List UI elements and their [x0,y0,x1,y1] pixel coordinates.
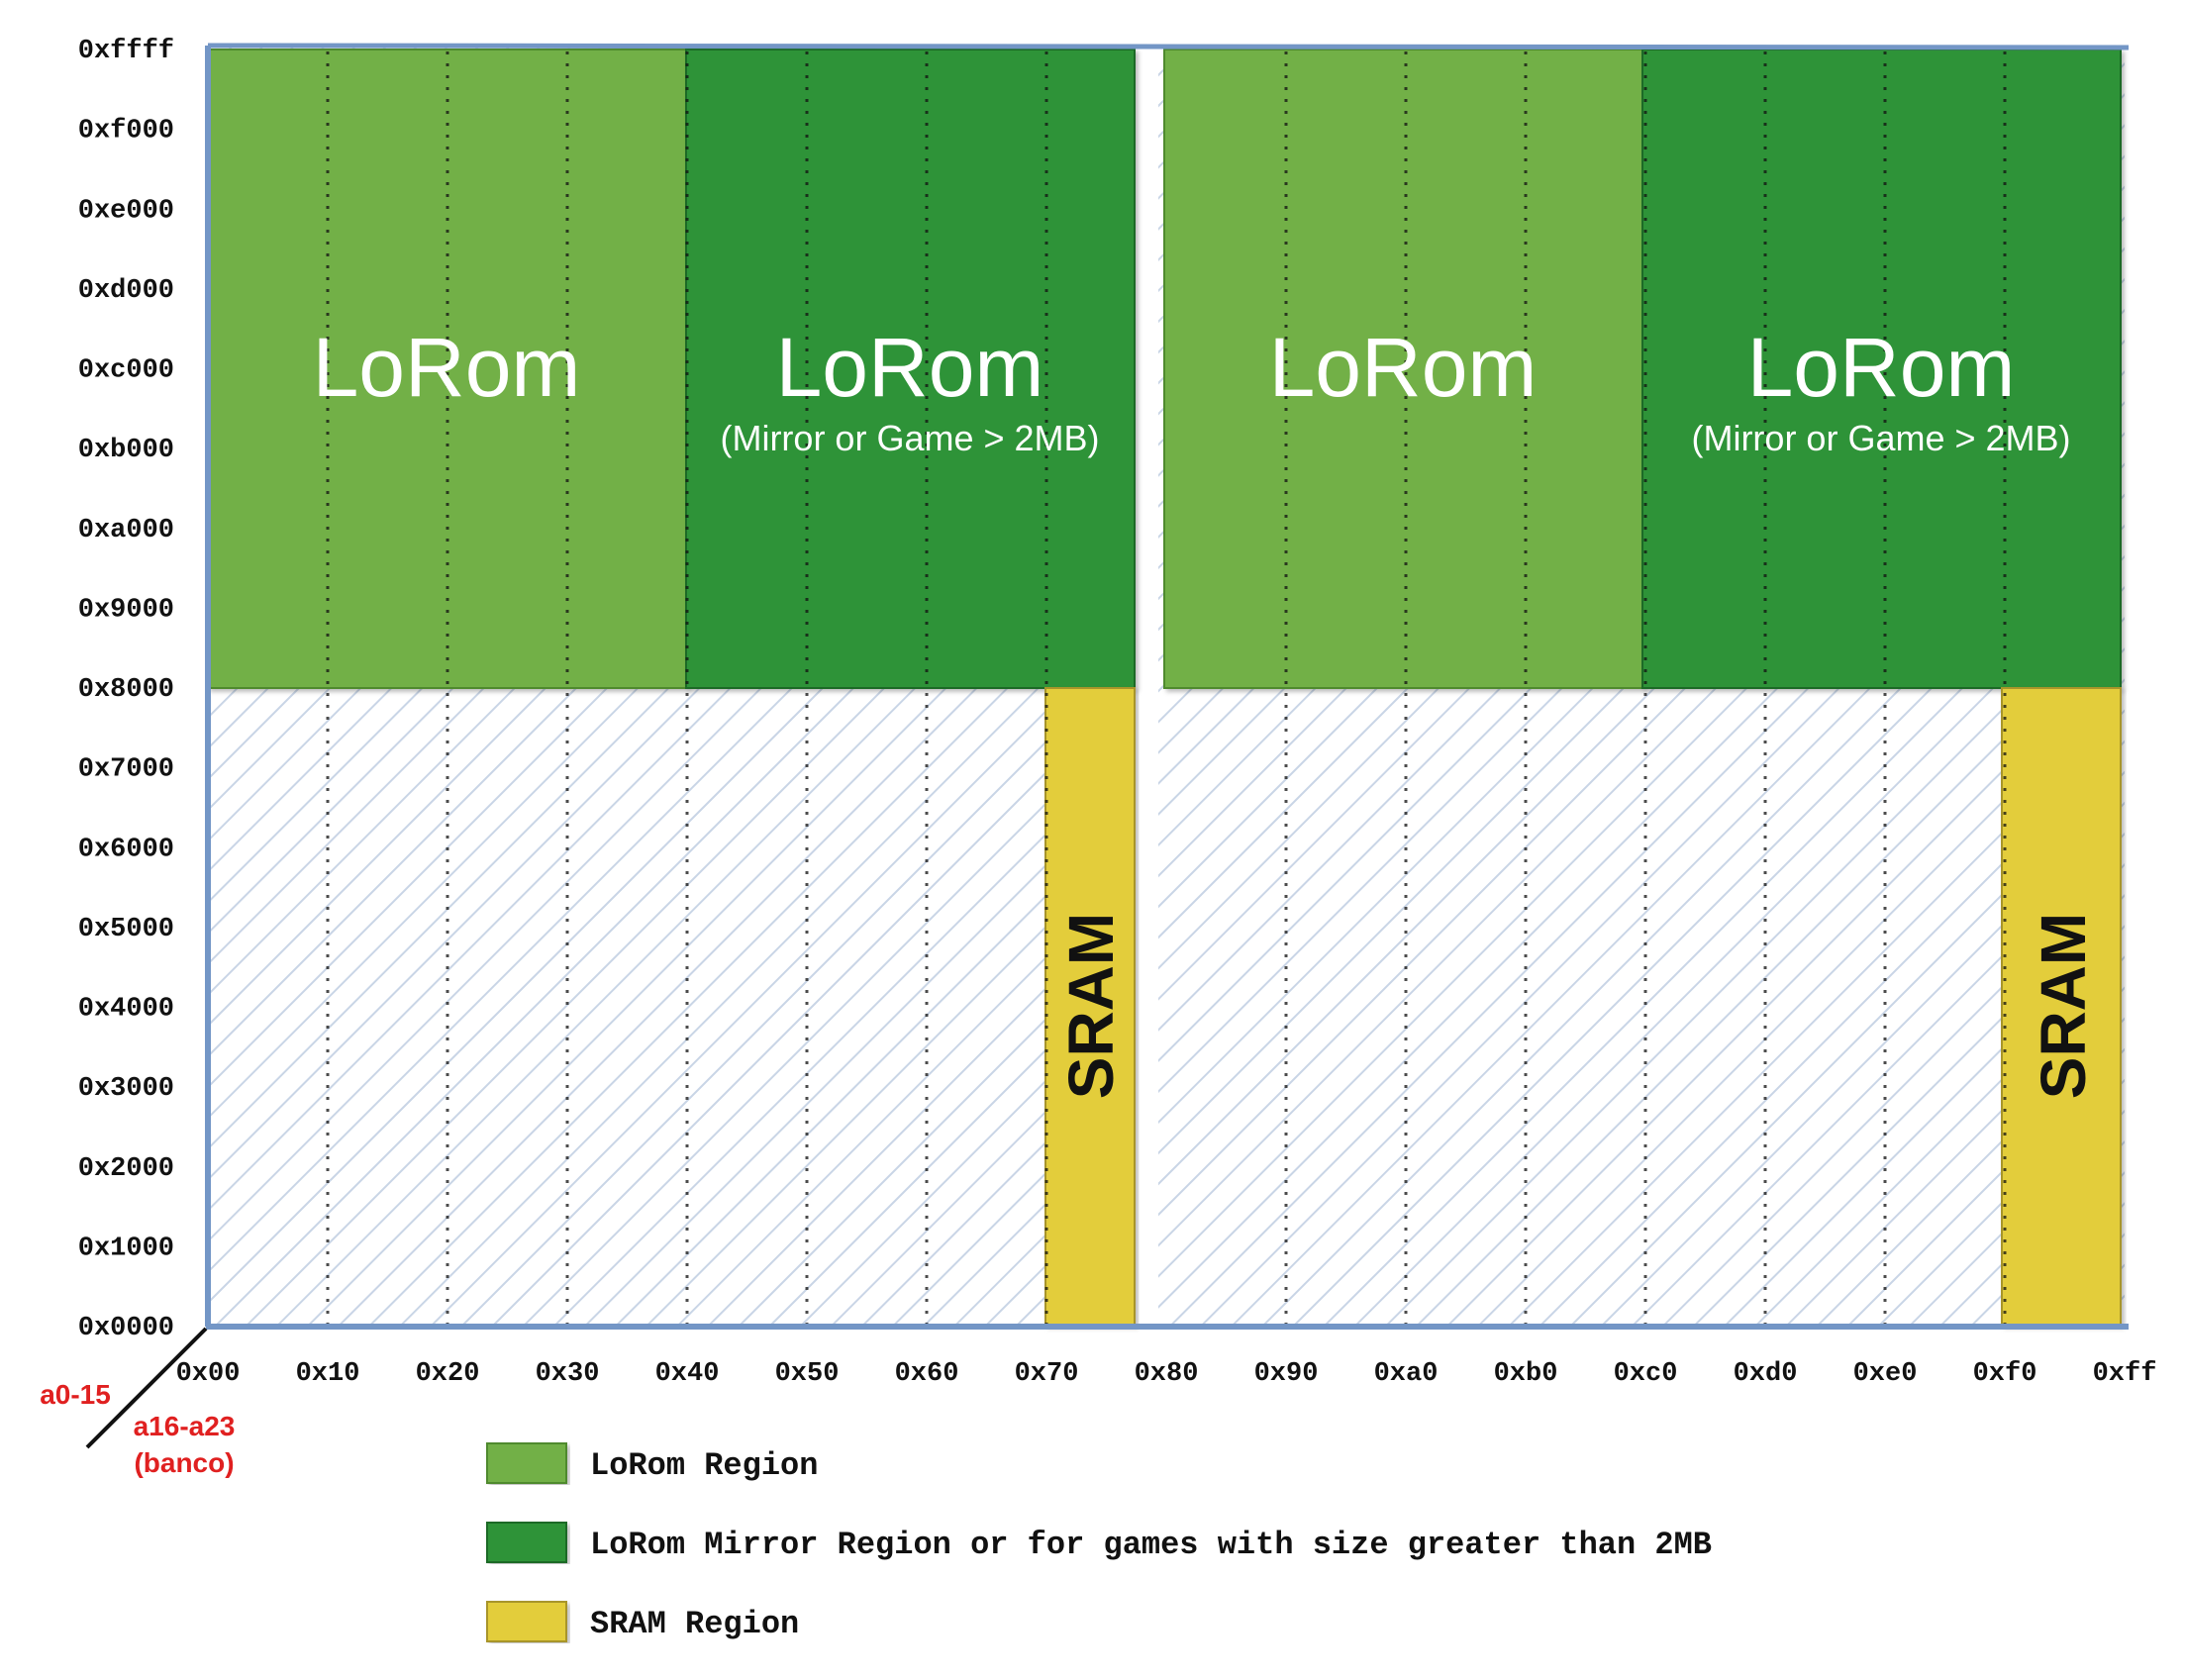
mirror-2-title: LoRom [1747,321,2016,414]
sram-region-2 [2001,687,2122,1326]
top-border-line [207,43,2130,50]
legend-item-mirror: LoRom Mirror Region or for games with si… [486,1522,1712,1563]
x-tick-label: 0xd0 [1734,1359,1798,1389]
x-tick-label: 0x70 [1015,1359,1079,1389]
x-tick-label: 0x30 [536,1359,600,1389]
sram-2-label: SRAM [2028,913,2099,1099]
x-tick-label: 0x00 [176,1359,241,1389]
legend-item-sram: SRAM Region [486,1601,799,1642]
legend-label-mirror: LoRom Mirror Region or for games with si… [590,1527,1712,1563]
horizontal-axis-label-line1: a16-a23 [134,1411,236,1441]
y-tick-label: 0xc000 [78,356,174,386]
y-tick-label: 0x1000 [78,1234,174,1263]
legend-label-sram: SRAM Region [590,1606,799,1642]
x-tick-label: 0xe0 [1853,1359,1918,1389]
lorom-region-2 [1163,49,1643,689]
y-tick-label: 0xffff [78,37,174,66]
vertical-axis-label: a0-15 [40,1379,111,1410]
x-tick-label: 0xff [2093,1359,2157,1389]
y-tick-label: 0xb000 [78,436,174,465]
horizontal-axis-label-line2: (banco) [134,1447,234,1478]
legend: LoRom Region LoRom Mirror Region or for … [486,1442,1712,1642]
sram-1-label: SRAM [1055,913,1127,1099]
y-tick-label: 0xd000 [78,276,174,306]
y-axis-ticks: 0xffff 0xf000 0xe000 0xd000 0xc000 0xb000 0xa0… [78,37,174,1343]
x-axis-ticks: 0x00 0x10 0x20 0x30 0x40 0x50 0x60 0x70 0x80 0x90… [176,1359,2157,1389]
lorom-2-title: LoRom [1269,321,1538,414]
x-tick-label: 0x40 [655,1359,720,1389]
mirror-2-subtitle: (Mirror or Game > 2MB) [1691,418,2070,458]
y-tick-label: 0x5000 [78,915,174,944]
mirror-1-subtitle: (Mirror or Game > 2MB) [720,418,1099,458]
y-tick-label: 0xa000 [78,516,174,545]
legend-swatch-mirror [486,1522,567,1563]
legend-swatch-sram [486,1601,567,1642]
x-tick-label: 0xf0 [1973,1359,2037,1389]
legend-label-lorom: LoRom Region [590,1447,818,1484]
legend-swatch-lorom [486,1442,567,1484]
axis-corner-diagonal [85,1327,208,1449]
x-tick-label: 0x80 [1135,1359,1199,1389]
x-tick-label: 0x90 [1254,1359,1319,1389]
y-tick-label: 0x8000 [78,675,174,705]
y-tick-label: 0xe000 [78,196,174,226]
y-tick-label: 0x4000 [78,995,174,1025]
lorom-1-title: LoRom [313,321,581,414]
x-tick-label: 0x10 [296,1359,360,1389]
y-tick-label: 0x0000 [78,1314,174,1343]
x-tick-label: 0x50 [775,1359,840,1389]
y-tick-label: 0xf000 [78,117,174,147]
legend-item-lorom: LoRom Region [486,1442,818,1484]
sram-region-1 [1044,687,1136,1326]
y-tick-label: 0x6000 [78,835,174,864]
mirror-1-title: LoRom [776,321,1044,414]
y-tick-label: 0x7000 [78,755,174,785]
lorom-region-1 [207,49,687,689]
y-tick-label: 0x2000 [78,1154,174,1184]
x-tick-label: 0xc0 [1614,1359,1678,1389]
lorom-mirror-region-1 [685,49,1136,689]
y-tick-label: 0x3000 [78,1074,174,1104]
y-tick-label: 0x9000 [78,595,174,625]
x-tick-label: 0x60 [895,1359,959,1389]
x-tick-label: 0x20 [416,1359,480,1389]
x-tick-label: 0xa0 [1374,1359,1439,1389]
x-tick-label: 0xb0 [1494,1359,1558,1389]
